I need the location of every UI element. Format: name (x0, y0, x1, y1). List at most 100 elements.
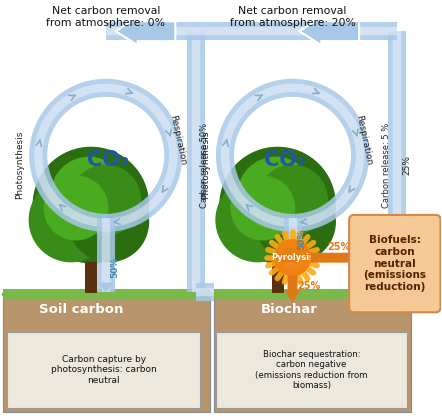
Ellipse shape (73, 292, 83, 297)
Circle shape (44, 176, 108, 240)
Ellipse shape (49, 292, 59, 297)
Circle shape (29, 178, 113, 262)
Ellipse shape (43, 292, 53, 297)
Text: 25%: 25% (327, 242, 351, 252)
Ellipse shape (284, 292, 293, 297)
Ellipse shape (397, 292, 407, 297)
FancyArrow shape (300, 17, 359, 45)
Ellipse shape (224, 292, 234, 297)
Text: Biochar sequestration:
carbon negative
(emissions reduction from
biomass): Biochar sequestration: carbon negative (… (255, 350, 368, 390)
FancyBboxPatch shape (216, 332, 407, 408)
Ellipse shape (109, 292, 119, 297)
Text: Photosynthesis: Photosynthesis (202, 131, 210, 200)
Ellipse shape (212, 292, 222, 297)
Text: Carbon release: 5 %: Carbon release: 5 % (382, 123, 391, 208)
Ellipse shape (37, 292, 47, 297)
Ellipse shape (174, 292, 184, 297)
Circle shape (33, 147, 149, 262)
Text: Carbon capture by
photosynthesis: carbon
neutral: Carbon capture by photosynthesis: carbon… (51, 355, 156, 385)
Ellipse shape (121, 292, 130, 297)
Bar (4, 290, 210, 300)
Ellipse shape (19, 292, 29, 297)
Ellipse shape (8, 292, 17, 297)
Ellipse shape (361, 292, 371, 297)
Ellipse shape (260, 292, 270, 297)
Ellipse shape (13, 292, 23, 297)
Circle shape (216, 178, 300, 262)
Ellipse shape (218, 292, 228, 297)
Ellipse shape (150, 292, 160, 297)
Ellipse shape (236, 292, 246, 297)
Text: Net carbon removal
from atmosphere: 0%: Net carbon removal from atmosphere: 0% (46, 6, 165, 28)
Circle shape (231, 176, 294, 240)
Ellipse shape (91, 292, 101, 297)
Ellipse shape (409, 292, 419, 297)
Ellipse shape (296, 292, 305, 297)
Ellipse shape (162, 292, 172, 297)
Ellipse shape (31, 292, 41, 297)
FancyArrow shape (285, 275, 301, 302)
Bar (214, 290, 411, 300)
Ellipse shape (379, 292, 389, 297)
Ellipse shape (331, 292, 341, 297)
Ellipse shape (319, 292, 329, 297)
FancyArrow shape (116, 17, 175, 45)
Text: Biochar: Biochar (261, 303, 318, 316)
Ellipse shape (168, 292, 178, 297)
Ellipse shape (248, 292, 258, 297)
Ellipse shape (349, 292, 359, 297)
Ellipse shape (133, 292, 142, 297)
FancyBboxPatch shape (8, 332, 200, 408)
Circle shape (69, 182, 149, 262)
Ellipse shape (391, 292, 401, 297)
Ellipse shape (343, 292, 353, 297)
Circle shape (256, 182, 335, 262)
Ellipse shape (373, 292, 383, 297)
Ellipse shape (355, 292, 365, 297)
Ellipse shape (1, 292, 11, 297)
Text: 50%: 50% (297, 229, 306, 250)
Ellipse shape (272, 292, 282, 297)
Ellipse shape (192, 292, 202, 297)
Circle shape (220, 147, 335, 262)
Text: 25%: 25% (297, 282, 321, 292)
Text: Biofuels:
carbon
neutral
(emissions
reduction): Biofuels: carbon neutral (emissions redu… (363, 235, 427, 292)
Text: Carbon release 50%: Carbon release 50% (200, 123, 209, 208)
FancyBboxPatch shape (349, 215, 441, 312)
Ellipse shape (115, 292, 125, 297)
Bar (272, 262, 284, 293)
Text: CO₂: CO₂ (263, 150, 305, 170)
Ellipse shape (242, 292, 252, 297)
Ellipse shape (385, 292, 395, 297)
Text: Respiration: Respiration (354, 114, 374, 166)
Circle shape (274, 240, 310, 275)
Circle shape (71, 165, 141, 235)
Ellipse shape (67, 292, 77, 297)
Ellipse shape (186, 292, 196, 297)
Bar (85, 262, 97, 293)
Ellipse shape (325, 292, 335, 297)
Polygon shape (98, 282, 114, 292)
Ellipse shape (230, 292, 240, 297)
Circle shape (51, 157, 127, 233)
Ellipse shape (61, 292, 71, 297)
Ellipse shape (138, 292, 149, 297)
Ellipse shape (127, 292, 137, 297)
Ellipse shape (204, 292, 214, 297)
Ellipse shape (337, 292, 347, 297)
Ellipse shape (25, 292, 35, 297)
Ellipse shape (103, 292, 113, 297)
Circle shape (238, 157, 313, 233)
Ellipse shape (97, 292, 107, 297)
Text: Respiration: Respiration (168, 114, 188, 166)
Text: 50%: 50% (110, 257, 119, 278)
Ellipse shape (313, 292, 323, 297)
Ellipse shape (145, 292, 154, 297)
Ellipse shape (85, 292, 95, 297)
Bar (4, 295, 210, 411)
Ellipse shape (278, 292, 288, 297)
Circle shape (258, 165, 327, 235)
Text: CO₂: CO₂ (87, 150, 129, 170)
Text: Net carbon removal
from atmosphere: 20%: Net carbon removal from atmosphere: 20% (229, 6, 355, 28)
Ellipse shape (156, 292, 166, 297)
